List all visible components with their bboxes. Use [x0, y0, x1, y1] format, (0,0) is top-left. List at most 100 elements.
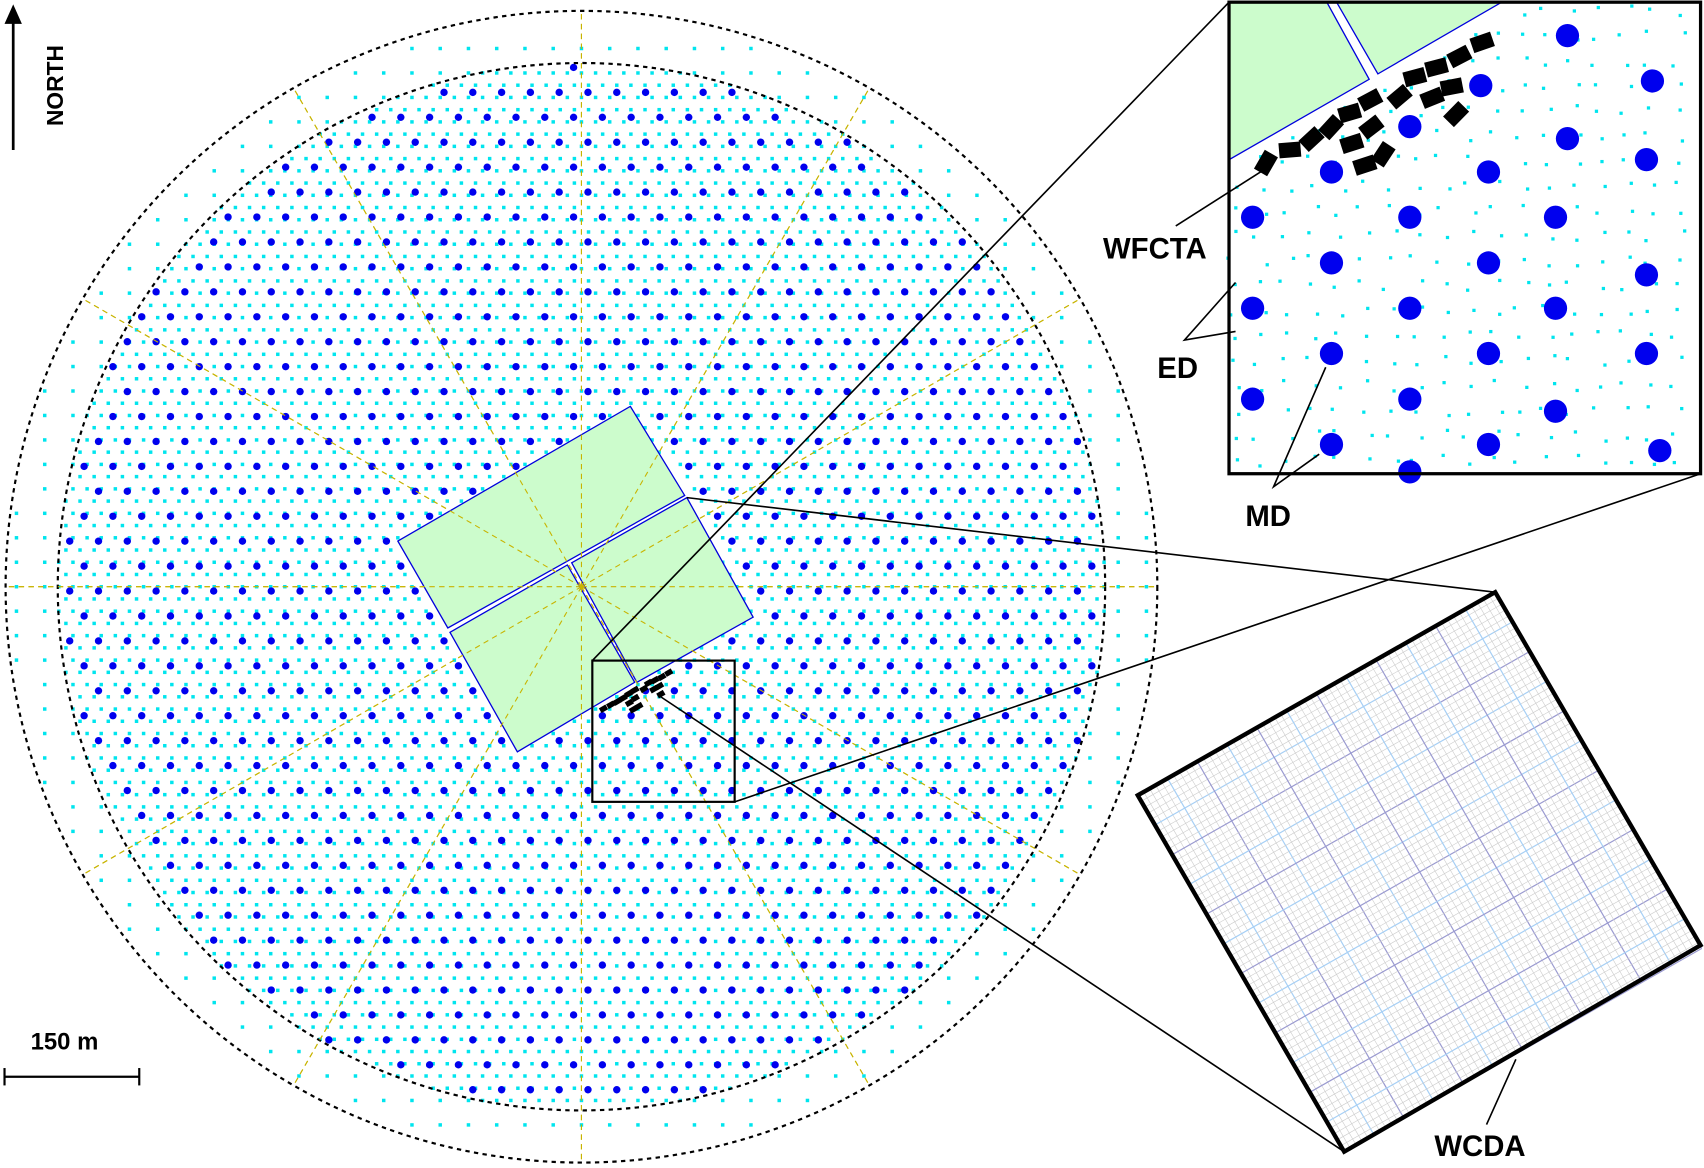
- ed-detector: [1059, 633, 1064, 638]
- ed-detector: [650, 682, 654, 687]
- ed-detector: [728, 107, 732, 112]
- ed-detector: [890, 438, 894, 442]
- ed-detector: [389, 205, 393, 210]
- ed-detector: [509, 95, 513, 100]
- ed-detector: [389, 548, 393, 552]
- ed-detector: [212, 462, 216, 467]
- ed-detector: [170, 609, 174, 613]
- ed-detector: [876, 780, 880, 785]
- md-detector: [425, 213, 434, 221]
- ed-detector: [742, 450, 746, 454]
- ed-detector: [841, 597, 845, 601]
- ed-detector: [148, 425, 153, 430]
- ed-detector: [254, 487, 259, 491]
- ed-detector: [276, 695, 280, 699]
- ed-detector: [643, 254, 647, 259]
- ed-detector: [346, 205, 351, 210]
- ed-detector: [120, 401, 125, 405]
- ed-detector: [318, 548, 322, 552]
- ed-detector: [763, 315, 767, 320]
- ed-detector: [219, 254, 224, 259]
- ed-detector: [99, 707, 103, 711]
- ed-detector: [509, 1098, 513, 1103]
- ed-detector: [240, 511, 245, 516]
- ed-detector: [473, 230, 478, 234]
- ed-detector: [558, 1062, 563, 1066]
- ed-detector: [106, 792, 111, 797]
- ed-detector: [424, 878, 428, 883]
- ed-detector: [523, 169, 527, 173]
- ed-detector: [311, 682, 315, 687]
- ed-detector: [862, 927, 866, 931]
- ed-detector: [982, 303, 986, 308]
- ed-detector: [876, 682, 880, 687]
- ed-detector: [1024, 670, 1029, 675]
- ed-detector: [848, 682, 852, 687]
- ed-detector: [177, 377, 181, 381]
- ed-detector: [339, 340, 344, 344]
- ed-detector: [862, 976, 866, 980]
- ed-detector: [530, 1013, 534, 1017]
- ed-detector: [798, 352, 803, 357]
- ed-detector: [989, 756, 993, 760]
- ed-detector: [530, 303, 534, 308]
- ed-detector: [961, 927, 965, 931]
- ed-detector: [438, 438, 442, 442]
- ed-detector: [862, 854, 866, 858]
- ed-detector: [961, 731, 965, 736]
- ed-detector: [530, 817, 534, 821]
- ed-detector: [445, 205, 450, 210]
- ed-detector: [325, 780, 329, 785]
- ed-detector: [445, 328, 450, 332]
- ed-detector: [452, 731, 457, 736]
- ed-detector: [890, 169, 894, 173]
- ed-detector: [177, 646, 181, 650]
- ed-detector: [664, 291, 668, 295]
- ed-detector: [170, 266, 174, 271]
- ed-detector: [198, 756, 202, 760]
- ed-detector: [777, 731, 781, 736]
- ed-detector: [127, 829, 132, 834]
- ed-detector: [770, 548, 774, 552]
- md-detector: [368, 263, 376, 271]
- ed-detector: [841, 1013, 845, 1017]
- md-detector: [195, 263, 203, 271]
- ed-detector: [445, 499, 450, 503]
- ed-detector: [1017, 780, 1022, 785]
- ed-detector: [826, 523, 831, 528]
- ed-detector: [664, 927, 668, 931]
- ed-detector: [452, 927, 457, 931]
- ed-detector: [826, 915, 831, 919]
- ed-detector: [424, 291, 428, 295]
- ed-detector: [1059, 805, 1064, 809]
- ed-detector: [848, 903, 852, 907]
- ed-detector: [706, 144, 711, 149]
- ed-detector: [551, 169, 555, 173]
- ed-detector: [396, 242, 400, 246]
- ed-detector: [558, 279, 563, 283]
- ed-detector: [360, 572, 365, 577]
- ed-detector: [367, 144, 372, 149]
- ed-detector: [1003, 487, 1007, 491]
- ed-detector: [1116, 682, 1120, 687]
- ed-detector: [728, 303, 732, 308]
- ed-detector: [607, 707, 612, 711]
- ed-detector: [939, 743, 944, 748]
- ed-detector: [862, 731, 866, 736]
- ed-detector: [756, 107, 760, 112]
- ed-detector: [636, 903, 640, 907]
- ed-detector: [261, 792, 266, 797]
- ed-detector: [664, 95, 668, 100]
- ed-detector: [184, 633, 188, 638]
- ed-detector: [946, 169, 951, 173]
- ed-detector: [530, 866, 534, 870]
- ed-detector: [438, 878, 442, 883]
- ed-detector: [615, 205, 619, 210]
- ed-detector: [163, 499, 167, 503]
- ed-detector: [848, 1025, 852, 1029]
- ed-detector: [551, 438, 555, 442]
- ed-detector: [911, 964, 916, 968]
- ed-detector: [593, 1074, 598, 1078]
- md-detector: [872, 238, 880, 246]
- ed-detector: [925, 743, 930, 748]
